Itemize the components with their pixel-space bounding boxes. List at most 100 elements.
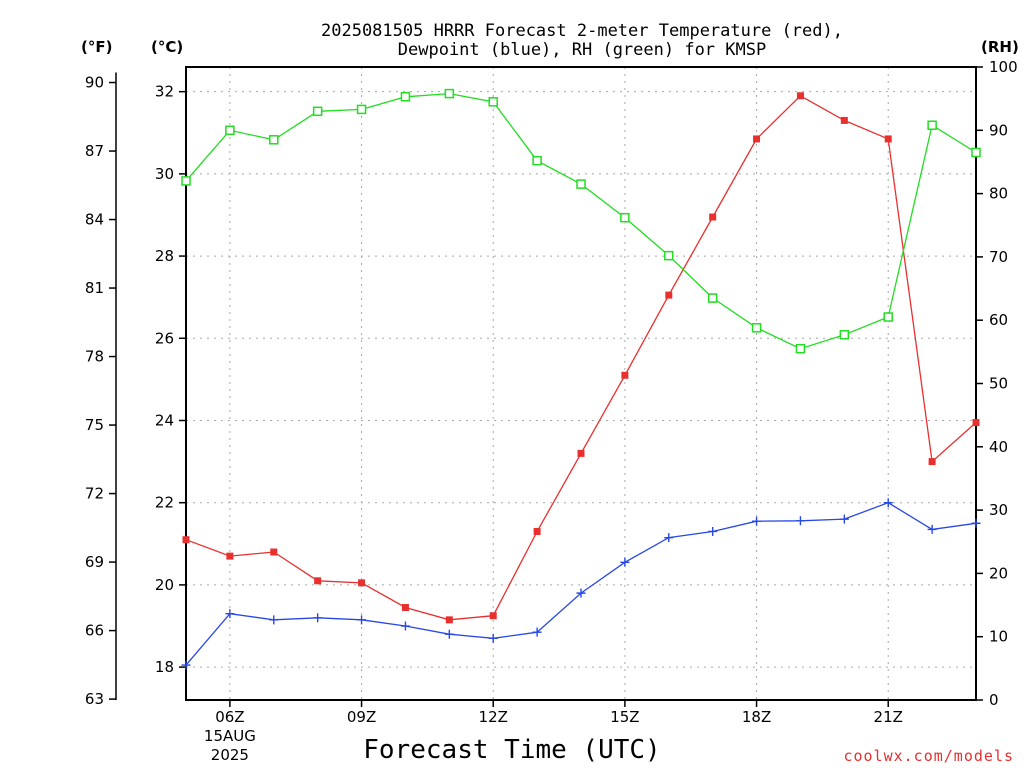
fahrenheit-tick-label: 81 — [85, 279, 104, 297]
fahrenheit-tick-label: 84 — [85, 211, 104, 229]
rh-point — [707, 293, 718, 303]
temperature-point — [182, 536, 190, 544]
dewpoint-point — [532, 627, 542, 637]
x-tick-label: 06Z — [215, 708, 244, 726]
rh-point — [971, 147, 981, 158]
dewpoint-point — [752, 516, 762, 526]
rh-point — [181, 176, 191, 186]
dewpoint-point — [225, 609, 235, 619]
rh-tick-label: 70 — [989, 248, 1008, 266]
grid — [186, 67, 976, 700]
x-date-label: 15AUG — [204, 727, 256, 745]
rh-tick-label: 30 — [989, 501, 1008, 519]
temperature-line — [185, 94, 977, 621]
x-tick-label: 21Z — [874, 708, 903, 726]
rh-point — [839, 330, 850, 340]
temperature-point — [401, 604, 409, 612]
fahrenheit-tick-label: 75 — [85, 416, 104, 434]
rh-point — [532, 155, 542, 166]
celsius-tick-label: 22 — [155, 494, 174, 512]
temperature-point — [270, 548, 278, 556]
dewpoint-point — [576, 588, 586, 598]
rh-line — [185, 92, 977, 350]
dewpoint-point — [181, 660, 191, 670]
dewpoint-point — [400, 621, 410, 631]
temperature-point — [489, 612, 497, 620]
rh-tick-label: 0 — [989, 691, 999, 709]
x-axis-label: Forecast Time (UTC) — [363, 735, 660, 765]
rh-tick-label: 10 — [989, 628, 1008, 646]
temperature-point — [709, 213, 717, 221]
temperature-point — [621, 371, 629, 379]
celsius-tick-label: 20 — [155, 576, 174, 594]
rh-point — [927, 120, 937, 130]
chart-title-line-2: Dewpoint (blue), RH (green) for KMSP — [398, 40, 766, 60]
celsius-tick-label: 30 — [155, 165, 174, 183]
plot-frame — [185, 66, 977, 701]
temperature-point — [314, 577, 322, 585]
dewpoint-point — [839, 514, 849, 524]
rh-tick-label: 50 — [989, 375, 1008, 393]
rh-point — [356, 104, 367, 115]
rh-tick-label: 60 — [989, 311, 1008, 329]
dewpoint-point — [313, 613, 323, 623]
temperature-point — [577, 449, 585, 457]
temperature-point — [665, 291, 673, 299]
fahrenheit-tick-label: 78 — [85, 348, 104, 366]
fahrenheit-tick-label: 90 — [85, 74, 104, 92]
data-series — [181, 88, 981, 670]
dewpoint-point — [488, 633, 498, 643]
celsius-tick-label: 32 — [155, 83, 174, 101]
dewpoint-point — [269, 615, 279, 625]
rh-point — [269, 135, 279, 145]
temperature-point — [753, 135, 761, 143]
temperature-point — [972, 419, 980, 427]
fahrenheit-tick-label: 87 — [85, 142, 104, 160]
temperature-point — [928, 458, 936, 466]
fahrenheit-tick-label: 69 — [85, 553, 104, 571]
temperature-point — [226, 552, 234, 560]
dewpoint-point — [708, 526, 718, 536]
rh-tick-label: 90 — [989, 121, 1008, 139]
rh-point — [444, 88, 455, 99]
dewpoint-point — [444, 629, 454, 639]
dewpoint-point — [971, 518, 981, 528]
rh-tick-label: 40 — [989, 438, 1008, 456]
chart-title-line-1: 2025081505 HRRR Forecast 2-meter Tempera… — [321, 21, 843, 41]
rh-series — [181, 88, 981, 354]
celsius-axis-unit: (°C) — [151, 38, 183, 56]
dewpoint-line — [185, 501, 977, 666]
fahrenheit-tick-label: 66 — [85, 622, 104, 640]
celsius-tick-label: 26 — [155, 329, 174, 347]
temperature-point — [796, 92, 804, 100]
dewpoint-point — [357, 615, 367, 625]
rh-tick-label: 100 — [989, 58, 1018, 76]
fahrenheit-tick-label: 72 — [85, 485, 104, 503]
rh-tick-label: 80 — [989, 185, 1008, 203]
rh-point — [664, 250, 674, 261]
celsius-tick-label: 18 — [155, 658, 174, 676]
dewpoint-point — [927, 524, 937, 534]
fahrenheit-axis-unit: (°F) — [81, 38, 112, 56]
rh-axis-unit: (RH) — [981, 38, 1019, 56]
x-tick-label: 12Z — [479, 708, 508, 726]
celsius-tick-label: 28 — [155, 247, 174, 265]
fahrenheit-tick-label: 63 — [85, 690, 104, 708]
rh-point — [312, 106, 323, 117]
x-tick-label: 18Z — [742, 708, 771, 726]
rh-point — [751, 323, 762, 333]
dewpoint-point — [620, 557, 630, 567]
rh-tick-label: 20 — [989, 564, 1008, 582]
x-date-label: 2025 — [211, 746, 249, 764]
x-tick-label: 15Z — [610, 708, 639, 726]
temperature-series — [182, 92, 980, 624]
temperature-point — [884, 135, 892, 143]
rh-point — [488, 97, 498, 107]
temperature-point — [840, 116, 848, 124]
rh-point — [883, 312, 893, 322]
x-tick-label: 09Z — [347, 708, 376, 726]
dewpoint-point — [883, 498, 893, 508]
rh-point — [576, 179, 586, 189]
